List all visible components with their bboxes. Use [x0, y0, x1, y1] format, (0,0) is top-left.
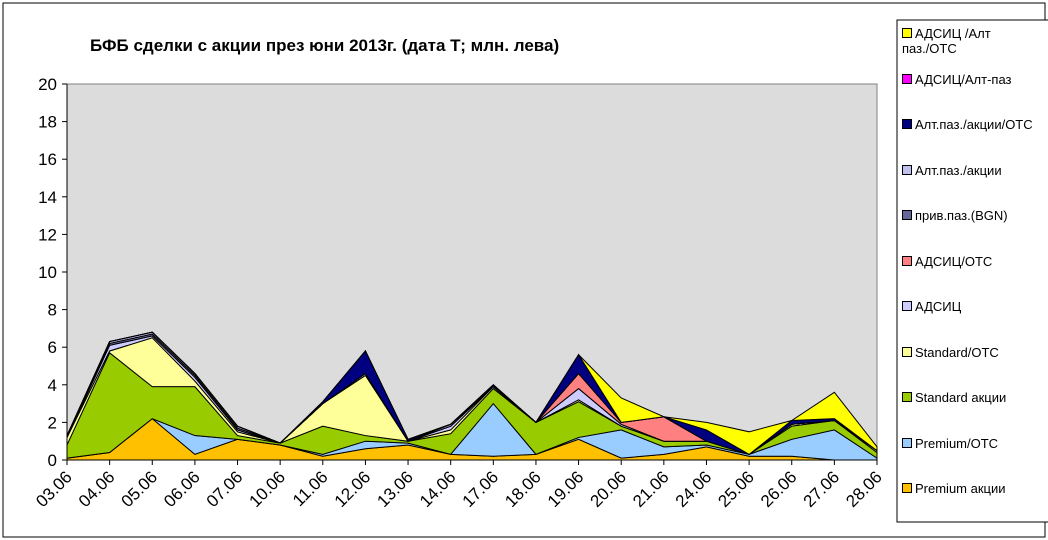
legend-entry: прив.паз.(BGN): [902, 208, 1042, 223]
legend-swatch: [902, 164, 912, 175]
y-tick-label: 14: [38, 188, 57, 207]
legend-label: АДСИЦ: [915, 299, 962, 314]
y-tick-label: 18: [38, 113, 57, 132]
legend-entry: АДСИЦ /Алт паз./OTC: [902, 26, 1042, 56]
legend-label: Standard/OTC: [915, 344, 999, 360]
legend-swatch: [902, 119, 912, 129]
legend-swatch: [902, 392, 912, 402]
y-tick-label: 0: [48, 451, 57, 470]
legend-label: АДСИЦ/OTC: [915, 253, 993, 269]
y-tick-label: 12: [38, 225, 57, 244]
legend-swatch: [902, 73, 912, 84]
legend-label: Premium акции: [915, 481, 1006, 496]
legend-swatch: [902, 301, 912, 311]
chart-title: БФБ сделки с акции през юни 2013г. (дата…: [90, 36, 559, 55]
legend-swatch: [902, 210, 912, 220]
legend-entry: Алт.паз./акции/ОTC: [902, 117, 1042, 132]
legend-label: прив.паз.(BGN): [915, 208, 1008, 223]
y-tick-label: 4: [48, 376, 57, 395]
legend-swatch: [902, 437, 912, 448]
legend-entry: АДСИЦ/Алт-паз: [902, 72, 1042, 87]
legend-entry: Premium акции: [902, 481, 1042, 496]
y-tick-label: 10: [38, 263, 57, 282]
legend-entry: Алт.паз./акции: [902, 163, 1042, 178]
y-tick-label: 2: [48, 413, 57, 432]
legend-swatch: [902, 28, 912, 38]
y-tick-label: 16: [38, 150, 57, 169]
legend-label: Алт.паз./акции/ОTC: [915, 117, 1033, 132]
legend-label: Premium/OTC: [915, 435, 999, 451]
legend-swatch: [902, 483, 912, 493]
legend-swatch: [902, 255, 912, 266]
legend-label: Standard акции: [915, 390, 1007, 405]
legend-entry: Premium/OTC: [902, 436, 1042, 451]
legend-entry: АДСИЦ: [902, 299, 1042, 314]
legend-swatch: [902, 346, 912, 357]
legend-entry: АДСИЦ/OTC: [902, 254, 1042, 269]
legend-box: [896, 19, 1048, 523]
legend-label: АДСИЦ /Алт паз./OTC: [902, 26, 991, 56]
legend-entry: Standard/OTC: [902, 345, 1042, 360]
y-tick-label: 6: [48, 338, 57, 357]
legend-label: Алт.паз./акции: [915, 162, 1002, 178]
legend-entry: Standard акции: [902, 390, 1042, 405]
legend-label: АДСИЦ/Алт-паз: [915, 71, 1012, 87]
y-tick-label: 8: [48, 301, 57, 320]
y-tick-label: 20: [38, 75, 57, 94]
area: [66, 331, 878, 455]
